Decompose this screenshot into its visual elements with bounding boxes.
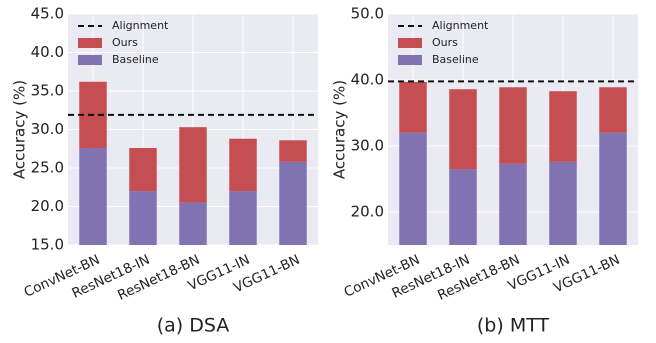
y-tick-label: 40.0: [31, 43, 64, 61]
bar-segment: [449, 169, 477, 245]
legend-swatch: [398, 55, 422, 65]
bar-segment: [179, 202, 207, 245]
bar-segment: [279, 140, 307, 162]
legend-swatch: [398, 38, 422, 48]
y-tick-label: 20.0: [31, 197, 64, 215]
bar-segment: [599, 132, 627, 245]
bar-segment: [499, 87, 527, 164]
legend-label: Baseline: [112, 53, 159, 66]
caption: (b) MTT: [477, 315, 550, 337]
bar-segment: [599, 87, 627, 133]
y-tick-label: 50.0: [351, 5, 384, 23]
legend-swatch: [78, 55, 102, 65]
y-tick-label: 35.0: [31, 82, 64, 100]
legend-label: Ours: [432, 36, 458, 49]
bar-segment: [179, 127, 207, 203]
legend-label: Alignment: [112, 19, 169, 32]
y-tick-label: 15.0: [31, 236, 64, 254]
legend-swatch: [78, 38, 102, 48]
bar-segment: [129, 191, 157, 245]
legend-label: Baseline: [432, 53, 479, 66]
legend-label: Ours: [112, 36, 138, 49]
caption: (a) DSA: [157, 315, 230, 337]
y-tick-label: 25.0: [31, 159, 64, 177]
bar-segment: [499, 163, 527, 245]
y-tick-label: 45.0: [31, 5, 64, 23]
y-tick-label: 30.0: [351, 137, 384, 155]
y-tick-label: 20.0: [351, 203, 384, 221]
bar-segment: [279, 161, 307, 245]
legend-label: Alignment: [432, 19, 489, 32]
bar-segment: [549, 161, 577, 245]
bar-segment: [229, 191, 257, 245]
y-axis-label: Accuracy (%): [11, 80, 29, 179]
bar-segment: [549, 91, 577, 162]
bar-segment: [399, 132, 427, 245]
bar-segment: [229, 138, 257, 192]
y-tick-label: 40.0: [351, 71, 384, 89]
y-tick-label: 30.0: [31, 120, 64, 138]
bar-segment: [399, 81, 427, 133]
bar-segment: [449, 89, 477, 170]
bar-segment: [129, 147, 157, 192]
bar-segment: [79, 147, 107, 245]
y-axis-label: Accuracy (%): [331, 80, 349, 179]
